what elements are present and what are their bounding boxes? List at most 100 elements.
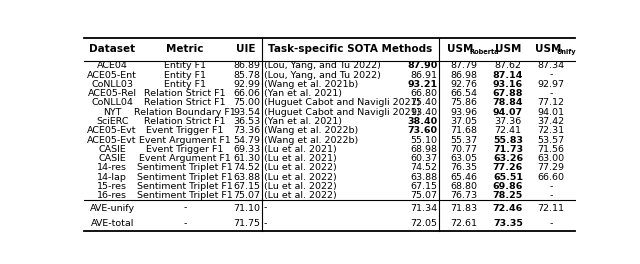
Text: 38.40: 38.40 — [408, 117, 438, 126]
Text: (Wang et al. 2022b): (Wang et al. 2022b) — [264, 126, 358, 135]
Text: 78.84: 78.84 — [493, 98, 524, 107]
Text: (Huguet Cabot and Navigli 2021): (Huguet Cabot and Navigli 2021) — [264, 108, 420, 117]
Text: 77.26: 77.26 — [493, 163, 523, 172]
Text: 37.36: 37.36 — [494, 117, 522, 126]
Text: Event Trigger F1: Event Trigger F1 — [147, 145, 224, 154]
Text: Roberta: Roberta — [470, 49, 499, 55]
Text: 37.05: 37.05 — [451, 117, 477, 126]
Text: 71.56: 71.56 — [538, 145, 564, 154]
Text: 75.86: 75.86 — [451, 98, 477, 107]
Text: 72.61: 72.61 — [451, 219, 477, 228]
Text: 71.34: 71.34 — [410, 204, 438, 213]
Text: NYT: NYT — [103, 108, 122, 117]
Text: -: - — [549, 89, 553, 98]
Text: 71.73: 71.73 — [493, 145, 523, 154]
Text: 71.10: 71.10 — [234, 204, 260, 213]
Text: 94.07: 94.07 — [493, 108, 523, 117]
Text: (Huguet Cabot and Navigli 2021): (Huguet Cabot and Navigli 2021) — [264, 98, 420, 107]
Text: 93.54: 93.54 — [233, 108, 260, 117]
Text: (Lu et al. 2022): (Lu et al. 2022) — [264, 191, 337, 200]
Text: 75.07: 75.07 — [410, 191, 438, 200]
Text: 63.00: 63.00 — [538, 154, 564, 163]
Text: -: - — [264, 219, 267, 228]
Text: 87.79: 87.79 — [451, 61, 477, 70]
Text: ACE05-Evt: ACE05-Evt — [88, 135, 137, 145]
Text: 60.37: 60.37 — [410, 154, 438, 163]
Text: Relation Strict F1: Relation Strict F1 — [145, 89, 226, 98]
Text: 14-lap: 14-lap — [97, 173, 127, 182]
Text: 77.29: 77.29 — [538, 163, 564, 172]
Text: 65.51: 65.51 — [493, 173, 523, 182]
Text: 72.41: 72.41 — [495, 126, 522, 135]
Text: 71.83: 71.83 — [451, 204, 477, 213]
Text: 72.31: 72.31 — [538, 126, 564, 135]
Text: 63.05: 63.05 — [451, 154, 477, 163]
Text: (Lou, Yang, and Tu 2022): (Lou, Yang, and Tu 2022) — [264, 70, 381, 79]
Text: SciERC: SciERC — [96, 117, 129, 126]
Text: 66.06: 66.06 — [234, 89, 260, 98]
Text: 94.01: 94.01 — [538, 108, 564, 117]
Text: 37.42: 37.42 — [538, 117, 564, 126]
Text: 68.98: 68.98 — [410, 145, 438, 154]
Text: Relation Strict F1: Relation Strict F1 — [145, 117, 226, 126]
Text: 67.15: 67.15 — [410, 182, 438, 191]
Text: AVE-unify: AVE-unify — [90, 204, 135, 213]
Text: Dataset: Dataset — [89, 44, 135, 54]
Text: UIE: UIE — [236, 44, 255, 54]
Text: -: - — [549, 70, 553, 79]
Text: -: - — [549, 182, 553, 191]
Text: 73.35: 73.35 — [493, 219, 523, 228]
Text: ACE04: ACE04 — [97, 61, 127, 70]
Text: Sentiment Triplet F1: Sentiment Triplet F1 — [138, 191, 233, 200]
Text: Unify: Unify — [557, 49, 576, 55]
Text: 61.30: 61.30 — [233, 154, 260, 163]
Text: Entity F1: Entity F1 — [164, 80, 206, 89]
Text: CoNLL04: CoNLL04 — [92, 98, 133, 107]
Text: Sentiment Triplet F1: Sentiment Triplet F1 — [138, 163, 233, 172]
Text: 67.15: 67.15 — [234, 182, 260, 191]
Text: 72.05: 72.05 — [410, 219, 438, 228]
Text: Relation Boundary F1: Relation Boundary F1 — [134, 108, 236, 117]
Text: 87.14: 87.14 — [493, 70, 523, 79]
Text: 75.40: 75.40 — [410, 98, 438, 107]
Text: 53.57: 53.57 — [538, 135, 564, 145]
Text: (Lu et al. 2021): (Lu et al. 2021) — [264, 154, 337, 163]
Text: 68.80: 68.80 — [451, 182, 477, 191]
Text: 63.88: 63.88 — [233, 173, 260, 182]
Text: Relation Strict F1: Relation Strict F1 — [145, 98, 226, 107]
Text: 93.40: 93.40 — [410, 108, 438, 117]
Text: 93.21: 93.21 — [408, 80, 438, 89]
Text: Metric: Metric — [166, 44, 204, 54]
Text: -: - — [549, 191, 553, 200]
Text: 69.86: 69.86 — [493, 182, 523, 191]
Text: ACE05-Evt: ACE05-Evt — [88, 126, 137, 135]
Text: (Wang et al. 2022b): (Wang et al. 2022b) — [264, 135, 358, 145]
Text: 14-res: 14-res — [97, 163, 127, 172]
Text: 55.83: 55.83 — [493, 135, 523, 145]
Text: 86.89: 86.89 — [234, 61, 260, 70]
Text: Entity F1: Entity F1 — [164, 61, 206, 70]
Text: 86.98: 86.98 — [451, 70, 477, 79]
Text: 67.88: 67.88 — [493, 89, 524, 98]
Text: 74.52: 74.52 — [234, 163, 260, 172]
Text: 75.00: 75.00 — [234, 98, 260, 107]
Text: 92.97: 92.97 — [538, 80, 564, 89]
Text: 66.54: 66.54 — [451, 89, 477, 98]
Text: 87.62: 87.62 — [495, 61, 522, 70]
Text: (Yan et al. 2021): (Yan et al. 2021) — [264, 89, 342, 98]
Text: 72.11: 72.11 — [538, 204, 564, 213]
Text: Sentiment Triplet F1: Sentiment Triplet F1 — [138, 173, 233, 182]
Text: (Lu et al. 2022): (Lu et al. 2022) — [264, 163, 337, 172]
Text: 93.96: 93.96 — [451, 108, 477, 117]
Text: -: - — [549, 219, 553, 228]
Text: 71.68: 71.68 — [451, 126, 477, 135]
Text: 16-res: 16-res — [97, 191, 127, 200]
Text: 63.26: 63.26 — [493, 154, 523, 163]
Text: 73.36: 73.36 — [233, 126, 260, 135]
Text: USM: USM — [535, 44, 561, 54]
Text: 69.33: 69.33 — [233, 145, 260, 154]
Text: 66.80: 66.80 — [410, 89, 438, 98]
Text: ACE05-Ent: ACE05-Ent — [87, 70, 137, 79]
Text: Entity F1: Entity F1 — [164, 70, 206, 79]
Text: (Wang et al. 2021b): (Wang et al. 2021b) — [264, 80, 358, 89]
